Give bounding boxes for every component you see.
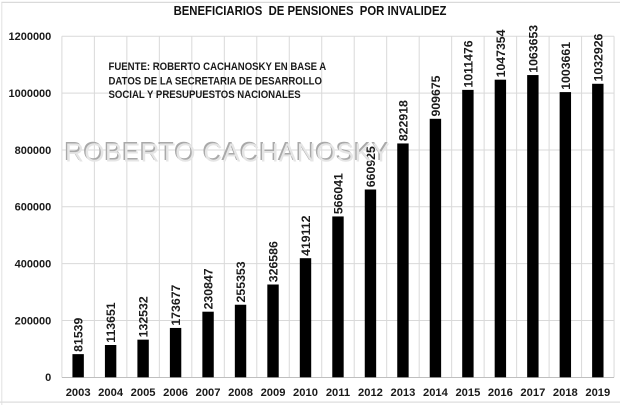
svg-text:2003: 2003 — [66, 387, 91, 399]
svg-text:600000: 600000 — [15, 202, 52, 214]
svg-text:2010: 2010 — [293, 387, 318, 399]
svg-text:DATOS DE LA SECRETARIA DE DESA: DATOS DE LA SECRETARIA DE DESARROLLO — [109, 76, 322, 88]
svg-text:1063653: 1063653 — [526, 25, 540, 73]
svg-text:81539: 81539 — [72, 317, 86, 351]
svg-text:113651: 113651 — [104, 302, 118, 343]
svg-text:173677: 173677 — [169, 284, 183, 325]
svg-text:2009: 2009 — [261, 387, 286, 399]
svg-text:800000: 800000 — [15, 145, 52, 157]
svg-text:2016: 2016 — [488, 387, 513, 399]
svg-text:2007: 2007 — [196, 387, 221, 399]
svg-text:FUENTE: ROBERTO CACHANOSKY EN: FUENTE: ROBERTO CACHANOSKY EN BASE A — [109, 61, 327, 73]
svg-text:566041: 566041 — [331, 173, 345, 214]
svg-text:SOCIAL Y PRESUPUESTOS NACIONAL: SOCIAL Y PRESUPUESTOS NACIONALES — [109, 89, 301, 101]
svg-text:2011: 2011 — [326, 387, 350, 399]
svg-text:230847: 230847 — [202, 268, 216, 309]
svg-text:132532: 132532 — [137, 296, 151, 337]
svg-text:1000000: 1000000 — [8, 88, 51, 100]
svg-text:1200000: 1200000 — [8, 31, 51, 43]
svg-text:2006: 2006 — [163, 387, 188, 399]
svg-text:2005: 2005 — [131, 387, 156, 399]
svg-text:ROBERTO CACHANOSKY: ROBERTO CACHANOSKY — [64, 136, 389, 166]
svg-text:2004: 2004 — [98, 387, 124, 399]
svg-text:419112: 419112 — [299, 215, 313, 256]
svg-text:BENEFICIARIOS DE PENSIONES P: BENEFICIARIOS DE PENSIONES POR INVALIDEZ — [174, 4, 447, 19]
svg-text:255353: 255353 — [234, 261, 248, 302]
svg-text:2014: 2014 — [423, 387, 449, 399]
svg-text:2015: 2015 — [455, 387, 480, 399]
svg-text:822918: 822918 — [396, 100, 410, 141]
svg-text:2008: 2008 — [228, 387, 253, 399]
svg-text:1047354: 1047354 — [494, 29, 508, 77]
svg-text:1032926: 1032926 — [591, 33, 605, 81]
svg-text:ROBERTO CACHANOSKY: ROBERTO CACHANOSKY — [65, 137, 390, 167]
svg-text:2018: 2018 — [553, 387, 578, 399]
svg-text:326586: 326586 — [267, 241, 281, 282]
svg-text:400000: 400000 — [15, 258, 52, 270]
svg-text:1003661: 1003661 — [559, 42, 573, 90]
svg-text:200000: 200000 — [15, 315, 52, 327]
svg-text:2019: 2019 — [585, 387, 610, 399]
svg-text:2012: 2012 — [358, 387, 383, 399]
svg-text:1011476: 1011476 — [461, 40, 475, 87]
svg-text:0: 0 — [45, 372, 51, 384]
svg-text:2013: 2013 — [390, 387, 415, 399]
svg-text:660925: 660925 — [364, 146, 378, 187]
svg-text:2017: 2017 — [520, 387, 545, 399]
svg-text:909675: 909675 — [429, 75, 443, 116]
